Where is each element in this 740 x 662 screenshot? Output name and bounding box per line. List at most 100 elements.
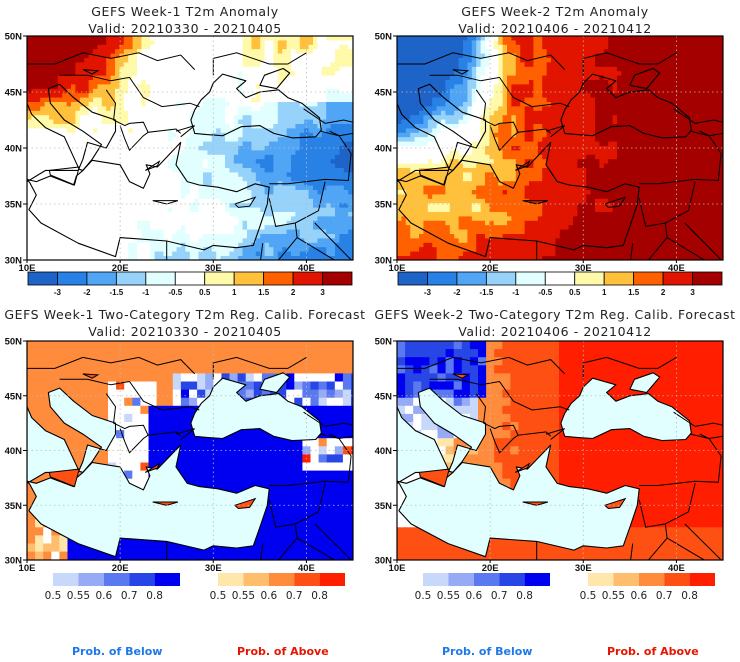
colorbar-swatch	[145, 271, 176, 286]
field-cell	[586, 53, 592, 59]
field-cell	[79, 185, 85, 191]
field-cell	[71, 256, 76, 260]
field-cell	[185, 110, 191, 116]
field-cell	[546, 62, 552, 68]
field-cell	[260, 84, 266, 90]
field-cell	[339, 256, 345, 260]
field-cell	[40, 62, 46, 68]
field-cell	[485, 88, 490, 94]
field-cell	[189, 146, 195, 151]
field-cell	[176, 190, 182, 195]
field-cell	[31, 163, 37, 169]
field-cell	[62, 225, 68, 231]
field-cell	[27, 181, 32, 187]
field-cell	[559, 66, 565, 72]
field-cell	[220, 172, 226, 178]
field-cell	[674, 58, 680, 63]
field-cell	[326, 128, 332, 134]
field-cell	[419, 44, 424, 50]
field-cell	[53, 198, 59, 204]
field-cell	[44, 49, 50, 55]
field-cell	[348, 58, 353, 63]
field-cell	[264, 190, 270, 195]
field-cell	[255, 80, 261, 85]
field-cell	[595, 88, 600, 94]
field-cell	[577, 40, 583, 46]
field-cell	[326, 75, 332, 81]
field-cell	[84, 203, 90, 209]
field-cell	[167, 115, 173, 121]
field-cell	[348, 44, 353, 50]
field-cell	[123, 44, 129, 50]
field-cell	[709, 58, 715, 63]
field-cell	[343, 62, 349, 68]
field-cell	[220, 141, 226, 147]
field-cell	[53, 66, 59, 72]
field-cell	[414, 58, 420, 63]
field-cell	[718, 84, 723, 90]
field-cell	[71, 216, 76, 222]
field-cell	[463, 62, 468, 68]
field-cell	[524, 84, 530, 90]
field-cell	[551, 84, 556, 90]
field-cell	[84, 49, 90, 55]
field-cell	[568, 62, 574, 68]
field-cell	[493, 49, 499, 55]
field-cell	[295, 220, 301, 226]
field-cell	[150, 49, 156, 55]
field-cell	[264, 159, 270, 165]
field-cell	[286, 256, 292, 260]
field-cell	[683, 84, 688, 90]
field-cell	[167, 203, 173, 209]
field-cell	[163, 88, 169, 94]
field-cell	[264, 181, 270, 187]
field-cell	[198, 84, 204, 90]
field-cell	[335, 203, 340, 209]
field-cell	[71, 203, 76, 209]
field-cell	[339, 119, 345, 125]
field-cell	[661, 84, 666, 90]
field-cell	[581, 71, 587, 77]
field-cell	[423, 80, 429, 85]
field-cell	[238, 251, 244, 257]
field-cell	[405, 97, 411, 103]
field-cell	[176, 163, 182, 169]
field-cell	[700, 62, 706, 68]
field-cell	[238, 168, 244, 173]
field-cell	[608, 53, 614, 59]
field-cell	[348, 207, 353, 213]
field-cell	[343, 75, 349, 81]
field-cell	[88, 203, 94, 209]
field-cell	[511, 66, 517, 72]
field-cell	[150, 181, 156, 187]
field-cell	[198, 119, 204, 125]
panel-title-w1-prob: GEFS Week-1 Two-Category T2m Reg. Calib.…	[0, 306, 370, 340]
field-cell	[630, 71, 636, 77]
field-cell	[93, 203, 98, 209]
field-cell	[181, 141, 186, 147]
field-cell	[132, 172, 138, 178]
field-cell	[93, 181, 98, 187]
field-cell	[97, 229, 103, 235]
field-cell	[106, 176, 112, 182]
field-cell	[27, 44, 32, 50]
field-cell	[581, 62, 587, 68]
field-cell	[537, 80, 543, 85]
field-cell	[533, 84, 539, 90]
field-cell	[176, 234, 182, 239]
field-cell	[229, 198, 235, 204]
field-cell	[27, 97, 32, 103]
field-cell	[233, 154, 239, 160]
field-cell	[436, 40, 442, 46]
field-cell	[110, 88, 116, 94]
field-cell	[326, 84, 332, 90]
field-cell	[251, 119, 257, 125]
field-cell	[207, 203, 213, 209]
field-cell	[225, 49, 230, 55]
field-cell	[687, 88, 693, 94]
field-cell	[242, 251, 248, 257]
field-cell	[445, 53, 451, 59]
field-cell	[181, 62, 186, 68]
field-cell	[639, 93, 644, 99]
field-cell	[489, 36, 495, 41]
